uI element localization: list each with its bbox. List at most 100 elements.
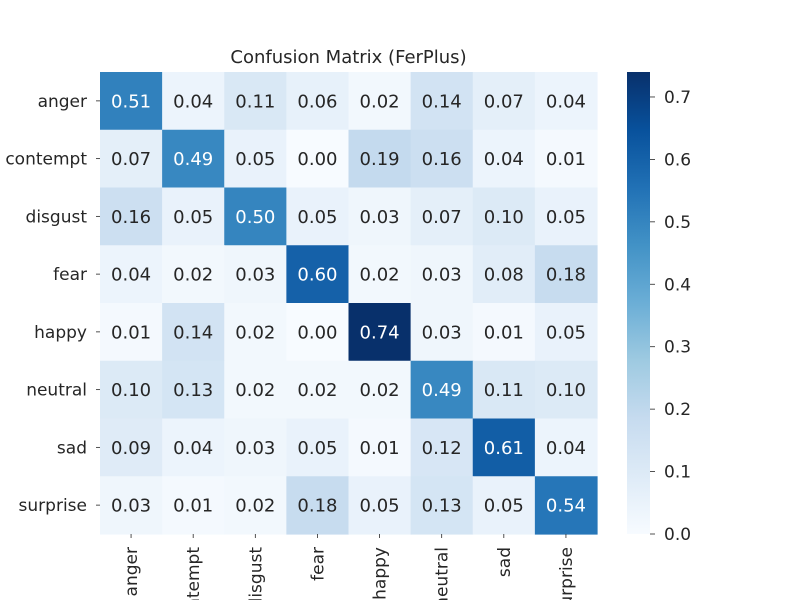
colorbar-tick-label: 0.6 bbox=[664, 150, 691, 170]
colorbar-tick-label: 0.7 bbox=[664, 88, 691, 108]
heatmap-cell-happy-sad bbox=[472, 303, 536, 362]
column-label-surprise: surprise bbox=[557, 547, 577, 600]
heatmap-cell-happy-surprise bbox=[534, 303, 598, 362]
colorbar-tick-label: 0.3 bbox=[664, 338, 691, 358]
heatmap-cell-fear-anger bbox=[100, 245, 163, 304]
cell-value-label: 0.03 bbox=[111, 496, 151, 517]
heatmap-cell-contempt-sad bbox=[472, 129, 536, 189]
colorbar-tick-label: 0.1 bbox=[664, 463, 691, 483]
heatmap-cell-neutral-fear bbox=[286, 360, 350, 420]
heatmap-cell-disgust-disgust bbox=[224, 187, 287, 246]
heatmap-cell-surprise-fear bbox=[286, 476, 350, 535]
column-label-neutral: neutral bbox=[433, 547, 453, 600]
cell-value-label: 0.13 bbox=[173, 380, 213, 401]
chart-title: Confusion Matrix (FerPlus) bbox=[230, 47, 466, 68]
heatmap-cell-disgust-sad bbox=[472, 187, 536, 246]
cell-value-label: 0.10 bbox=[111, 380, 151, 401]
cell-value-label: 0.49 bbox=[422, 380, 462, 401]
heatmap-cell-anger-happy bbox=[348, 72, 412, 131]
cell-value-label: 0.04 bbox=[546, 438, 586, 459]
heatmap-cell-anger-contempt bbox=[162, 72, 225, 131]
heatmap-cell-sad-neutral bbox=[410, 418, 474, 477]
cell-value-label: 0.04 bbox=[484, 149, 524, 170]
cell-value-label: 0.49 bbox=[173, 149, 213, 170]
cell-value-label: 0.14 bbox=[173, 322, 213, 343]
heatmap-cell-neutral-surprise bbox=[534, 360, 598, 420]
cell-value-label: 0.05 bbox=[297, 438, 337, 459]
heatmap-cell-fear-happy bbox=[348, 245, 412, 304]
cell-value-label: 0.00 bbox=[297, 322, 337, 343]
heatmap-cell-disgust-neutral bbox=[410, 187, 474, 246]
cell-value-label: 0.09 bbox=[111, 438, 151, 459]
cell-value-label: 0.14 bbox=[422, 91, 462, 112]
cell-value-label: 0.05 bbox=[297, 207, 337, 228]
heatmap-cell-surprise-neutral bbox=[410, 476, 474, 535]
cell-value-label: 0.04 bbox=[546, 91, 586, 112]
heatmap-cell-neutral-sad bbox=[472, 360, 536, 420]
colorbar bbox=[627, 72, 650, 534]
cell-value-label: 0.00 bbox=[297, 149, 337, 170]
heatmap-cell-surprise-contempt bbox=[162, 476, 225, 535]
column-label-fear: fear bbox=[308, 547, 328, 581]
heatmap-cell-sad-anger bbox=[100, 418, 163, 477]
cell-value-label: 0.03 bbox=[360, 207, 400, 228]
row-label-surprise: surprise bbox=[19, 496, 87, 516]
heatmap-cell-fear-neutral bbox=[410, 245, 474, 304]
heatmap-cell-disgust-contempt bbox=[162, 187, 225, 246]
heatmap-cell-neutral-neutral bbox=[410, 360, 474, 420]
heatmap-cell-contempt-contempt bbox=[162, 129, 225, 189]
row-label-neutral: neutral bbox=[26, 381, 87, 401]
heatmap-cell-surprise-disgust bbox=[224, 476, 287, 535]
cell-value-label: 0.04 bbox=[111, 265, 151, 286]
row-label-sad: sad bbox=[57, 438, 87, 458]
heatmap-cell-sad-surprise bbox=[534, 418, 598, 477]
heatmap-cell-anger-fear bbox=[286, 72, 350, 131]
cell-value-label: 0.03 bbox=[235, 438, 275, 459]
cell-value-label: 0.11 bbox=[484, 380, 524, 401]
row-label-happy: happy bbox=[34, 323, 87, 343]
heatmap-cell-surprise-happy bbox=[348, 476, 412, 535]
heatmap-cell-neutral-contempt bbox=[162, 360, 225, 420]
heatmap-cell-disgust-happy bbox=[348, 187, 412, 246]
cell-value-label: 0.04 bbox=[173, 438, 213, 459]
row-label-disgust: disgust bbox=[26, 207, 88, 227]
cell-value-label: 0.02 bbox=[235, 380, 275, 401]
cell-value-label: 0.01 bbox=[360, 438, 400, 459]
cell-value-label: 0.06 bbox=[297, 91, 337, 112]
cell-value-label: 0.05 bbox=[484, 496, 524, 517]
cell-value-label: 0.54 bbox=[546, 496, 586, 517]
column-label-anger: anger bbox=[122, 547, 142, 596]
cell-value-label: 0.05 bbox=[235, 149, 275, 170]
cell-value-label: 0.74 bbox=[360, 322, 400, 343]
heatmap-cell-happy-fear bbox=[286, 303, 350, 362]
heatmap-cell-sad-disgust bbox=[224, 418, 287, 477]
cell-value-label: 0.60 bbox=[297, 265, 337, 286]
heatmap-cell-happy-neutral bbox=[410, 303, 474, 362]
cell-value-label: 0.07 bbox=[484, 91, 524, 112]
heatmap-cell-sad-happy bbox=[348, 418, 412, 477]
row-label-anger: anger bbox=[38, 92, 87, 112]
cell-value-label: 0.02 bbox=[297, 380, 337, 401]
heatmap-cell-contempt-surprise bbox=[534, 129, 598, 189]
cell-value-label: 0.08 bbox=[484, 265, 524, 286]
cell-value-label: 0.18 bbox=[546, 265, 586, 286]
row-label-fear: fear bbox=[53, 265, 87, 285]
cell-value-label: 0.01 bbox=[111, 322, 151, 343]
cell-value-label: 0.19 bbox=[360, 149, 400, 170]
heatmap-cell-happy-happy bbox=[348, 303, 412, 362]
column-label-disgust: disgust bbox=[246, 547, 266, 600]
cell-value-label: 0.03 bbox=[422, 265, 462, 286]
cell-value-label: 0.04 bbox=[173, 91, 213, 112]
cell-value-label: 0.16 bbox=[111, 207, 151, 228]
cell-value-label: 0.11 bbox=[235, 91, 275, 112]
heatmap-cell-sad-fear bbox=[286, 418, 350, 477]
cell-value-label: 0.02 bbox=[360, 265, 400, 286]
cell-value-label: 0.02 bbox=[360, 380, 400, 401]
heatmap-cell-anger-neutral bbox=[410, 72, 474, 131]
cell-value-label: 0.03 bbox=[422, 322, 462, 343]
heatmap-cell-anger-sad bbox=[472, 72, 536, 131]
heatmap-cell-disgust-anger bbox=[100, 187, 163, 246]
heatmap-cell-happy-disgust bbox=[224, 303, 287, 362]
heatmap-cell-contempt-disgust bbox=[224, 129, 287, 189]
